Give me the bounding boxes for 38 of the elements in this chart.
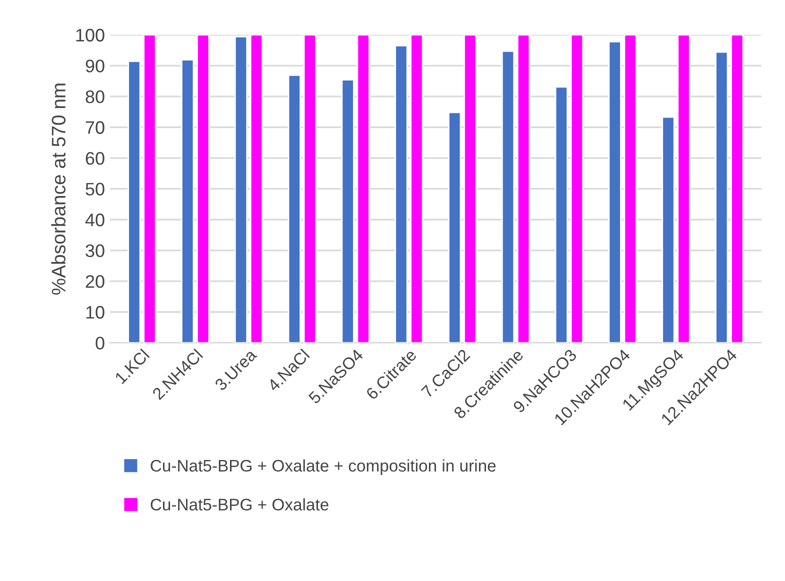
legend-label: Cu-Nat5-BPG + Oxalate xyxy=(150,498,328,511)
bar xyxy=(501,50,515,343)
y-tick-label: 80 xyxy=(86,90,104,104)
bar xyxy=(464,34,477,343)
y-tick-label: 0 xyxy=(96,336,104,350)
y-tick-label: 20 xyxy=(86,275,104,288)
bar xyxy=(624,34,637,343)
y-tick-label: 40 xyxy=(85,214,104,226)
bar xyxy=(516,34,530,343)
y-tick-label: 70 xyxy=(86,121,104,134)
bar xyxy=(410,34,424,343)
bar xyxy=(250,34,264,343)
bar xyxy=(356,34,370,343)
bar xyxy=(394,44,408,343)
y-tick-label: 90 xyxy=(86,60,104,72)
bar xyxy=(730,34,744,343)
y-tick-label: 100 xyxy=(76,28,104,42)
bar xyxy=(341,79,354,343)
y-tick-label: 50 xyxy=(86,182,104,196)
bar xyxy=(570,34,584,343)
bar xyxy=(143,34,156,343)
bar xyxy=(128,60,141,343)
bar xyxy=(196,34,210,343)
bar xyxy=(448,112,462,343)
y-axis-title: %Absorbance at 570 nm xyxy=(51,84,66,295)
bar xyxy=(234,36,248,343)
bar xyxy=(303,34,316,343)
bar xyxy=(608,40,622,343)
y-tick-label: 30 xyxy=(86,244,104,258)
bar xyxy=(715,51,728,343)
y-tick-label: 10 xyxy=(86,306,104,319)
legend-label: Cu-Nat5-BPG + Oxalate + composition in urine xyxy=(150,459,496,475)
y-tick-label: 60 xyxy=(86,152,104,165)
bar xyxy=(554,86,568,343)
bar xyxy=(288,74,301,343)
bar xyxy=(677,34,690,343)
bar xyxy=(662,116,675,343)
bar xyxy=(181,59,194,343)
